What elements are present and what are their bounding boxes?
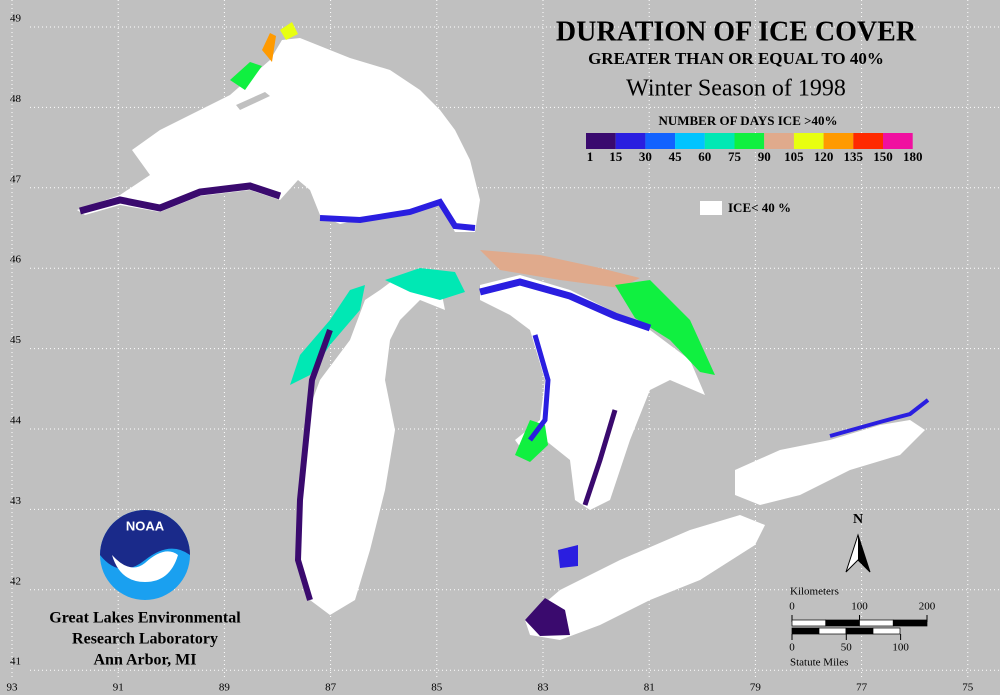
ice-band [582,409,618,506]
legend-label: 45 [669,149,683,164]
scale-segment [892,619,928,627]
legend-swatch [645,133,676,149]
lake-superior [77,38,480,232]
title: DURATION OF ICE COVER [556,16,917,47]
ice-band [294,328,333,601]
legend-label: 15 [609,149,623,164]
longitude-label: 91 [113,682,124,694]
legend-title: NUMBER OF DAYS ICE >40% [658,113,837,128]
mi-title: Statute Miles [790,657,848,669]
legend-label: 135 [844,149,864,164]
scale-segment [791,619,827,627]
lake-ontario [735,420,925,505]
longitude-label: 81 [644,682,655,694]
scale-segment [825,619,860,627]
latitude-label: 41 [10,656,21,668]
km-tick-label: 200 [919,601,936,613]
noaa-logo-top [100,510,190,569]
subtitle: GREATER THAN OR EQUAL TO 40% [588,49,884,68]
logo-text: NOAA [126,518,165,533]
longitude-label: 89 [219,682,231,694]
legend-swatch [615,133,646,149]
ice-band [280,22,298,40]
longitude-label: 79 [750,682,762,694]
longitude-label: 83 [538,682,550,694]
scale-segment [859,619,894,627]
latitude-label: 47 [10,173,22,185]
ice-band [525,598,570,636]
credit: Great Lakes Environmental Research Labora… [49,610,241,669]
longitude-label: 87 [325,682,337,694]
legend-swatch [586,133,616,149]
latitude-label: 45 [10,334,22,346]
mi-tick-label: 100 [892,642,909,654]
scale-segment [845,627,874,635]
ice-band [480,250,640,288]
legend-label: 75 [728,149,742,164]
mi-tick-label: 50 [841,642,853,654]
ice-below-label: ICE< 40 % [728,200,791,215]
ice-band [479,278,652,332]
longitude-label: 85 [431,682,443,694]
latitude-label: 42 [10,575,21,587]
legend-label: 60 [698,149,711,164]
ice-band [230,62,262,90]
legend-label: 150 [873,149,893,164]
legend-swatch [764,133,794,149]
longitude-label: 75 [962,682,974,694]
lake-erie [525,515,765,640]
credit-line: Ann Arbor, MI [94,652,197,669]
noaa-logo-bird [112,551,178,582]
legend-label: 180 [903,149,923,164]
scale-segment [872,627,901,635]
lake-michigan [295,275,445,615]
ice-band [615,280,715,375]
isle-royale [236,92,270,110]
latitude-label: 44 [10,415,22,427]
scale-segment [791,627,820,635]
km-tick-label: 0 [789,601,795,613]
ice-band [262,33,276,62]
legend-swatch [793,133,824,149]
legend-swatch [883,133,913,149]
ice-band [829,398,930,438]
legend-swatch [675,133,705,149]
longitude-label: 93 [7,682,19,694]
legend: NUMBER OF DAYS ICE >40% 1 15 30 45 60 75 90 105 1… [586,113,922,164]
ice-band [319,198,476,231]
latitude-label: 49 [10,13,22,25]
latitude-label: 43 [10,495,22,507]
credit-line: Research Laboratory [72,631,218,648]
credit-line: Great Lakes Environmental [49,610,241,627]
north-arrow-shade [858,535,870,572]
north-label: N [853,512,863,527]
scale-segment [818,627,847,635]
lake-st-clair [558,545,578,568]
legend-label: 1 [587,149,594,164]
ice-band [79,182,282,215]
legend-swatch [704,133,735,149]
legend-label: 105 [784,149,804,164]
ice-band [528,334,551,442]
legend-swatch [853,133,883,149]
legend-swatch [734,133,765,149]
latitude-label: 46 [10,254,22,266]
longitude-label: 77 [856,682,868,694]
ice-below-swatch [700,201,722,215]
mi-tick-label: 0 [789,642,795,654]
scale-bar: Kilometers 0 100 200 0 50 100 Statute Miles [789,586,936,669]
legend-label: 120 [814,149,834,164]
km-title: Kilometers [790,586,839,598]
ice-band [385,268,465,300]
season: Winter Season of 1998 [626,76,846,102]
legend-swatch [823,133,854,149]
km-tick-label: 100 [851,601,868,613]
legend-label: 90 [758,149,771,164]
latitude-label: 48 [10,93,22,105]
legend-label: 30 [639,149,652,164]
